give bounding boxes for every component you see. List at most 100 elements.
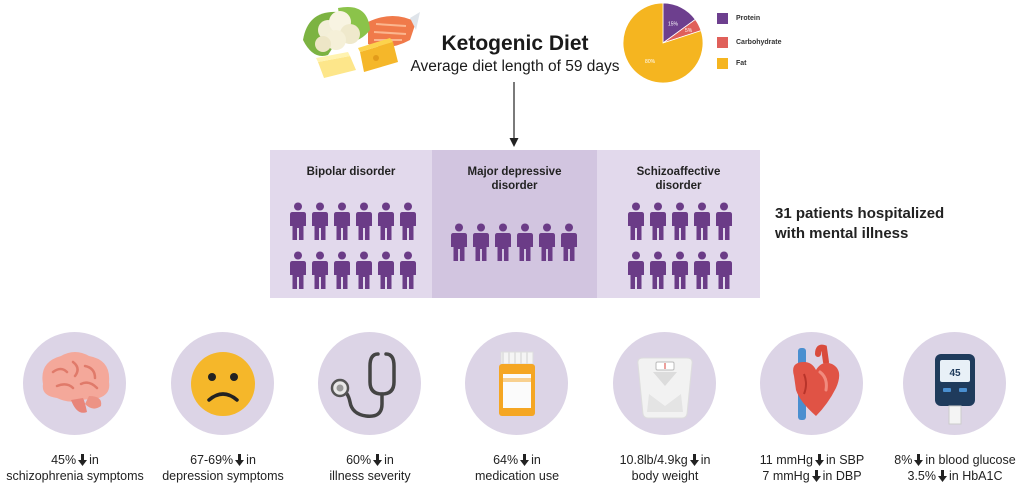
decrease-arrow-icon — [235, 454, 245, 466]
legend-label: Fat — [736, 59, 747, 67]
scale-icon — [637, 357, 693, 419]
patient-group — [287, 202, 419, 300]
person-icon — [672, 251, 688, 289]
outcome-suffix: in — [700, 453, 711, 467]
outcome-label: 45% in schizophrenia symptoms — [0, 452, 160, 484]
person-icon — [290, 251, 306, 289]
outcome-suffix: in — [89, 453, 99, 467]
outcome-description: schizophrenia symptoms — [6, 469, 144, 483]
decrease-arrow-icon — [914, 454, 924, 466]
pill-bottle-icon — [499, 351, 535, 416]
legend-swatch — [717, 12, 728, 24]
brain-icon — [42, 352, 110, 413]
person-icon — [495, 223, 511, 261]
person-icon — [672, 202, 688, 240]
person-icon — [694, 251, 710, 289]
legend-label: Carbohydrate — [736, 38, 782, 46]
decrease-arrow-icon — [78, 454, 88, 466]
panel-bipolar-disorder: Bipolar disorder — [270, 150, 432, 298]
patients-line: 31 patients hospitalized — [775, 205, 945, 222]
outcome-value: 64% — [493, 453, 519, 467]
legend-item-protein: Protein — [717, 12, 760, 24]
outcome-value: 11 mmHg — [759, 453, 814, 467]
person-icon — [334, 202, 350, 240]
macronutrient-pie-chart: 15% 5% 80% — [622, 2, 704, 84]
outcome-suffix: in — [531, 453, 541, 467]
outcome-value: 7 mmHg — [762, 469, 810, 483]
outcome-value: 45% — [51, 453, 77, 467]
person-icon — [312, 202, 328, 240]
patients-line: with mental illness — [775, 225, 909, 242]
legend-item-fat: Fat — [717, 57, 747, 69]
decrease-arrow-icon — [815, 454, 825, 466]
outcome-value: 3.5% — [907, 469, 937, 483]
person-icon — [517, 223, 533, 261]
person-icon — [628, 202, 644, 240]
person-icon — [356, 202, 372, 240]
outcome-description: body weight — [631, 469, 699, 483]
outcome-value: 10.8lb/4.9kg — [619, 453, 688, 467]
outcome-suffix: in DBP — [822, 469, 862, 483]
panel-title: Bipolar disorder — [270, 165, 432, 179]
pie-slice-fat — [622, 2, 704, 84]
person-icon — [378, 202, 394, 240]
page-title: Ketogenic Diet — [441, 32, 589, 55]
legend-swatch — [717, 57, 728, 69]
outcome-description: illness severity — [329, 469, 411, 483]
person-icon — [312, 251, 328, 289]
patient-group — [448, 223, 588, 272]
outcome-description: medication use — [474, 469, 560, 483]
patients-summary: 31 patients hospitalized with mental ill… — [775, 204, 975, 244]
decrease-arrow-icon — [520, 454, 530, 466]
outcome-circle: 45 — [903, 332, 1006, 435]
outcome-value: 60% — [346, 453, 372, 467]
disorder-panels: Bipolar disorder Major depressive disord… — [270, 150, 760, 298]
panel-major-depressive-disorder: Major depressive disorder — [432, 150, 597, 298]
page-subtitle: Average diet length of 59 days — [410, 58, 620, 75]
person-icon — [539, 223, 555, 261]
person-icon — [561, 223, 577, 261]
sad-face-icon — [191, 352, 255, 416]
outcome-circle — [760, 332, 863, 435]
panel-title: Schizoaffective disorder — [597, 165, 760, 193]
food-plate-icon — [303, 6, 420, 78]
pie-slice-label: 5% — [685, 28, 693, 34]
pie-slice-label: 80% — [645, 59, 656, 65]
decrease-arrow-icon — [811, 470, 821, 482]
panel-schizoaffective-disorder: Schizoaffective disorder — [597, 150, 760, 298]
outcome-value: 8% — [894, 453, 913, 467]
stethoscope-icon — [330, 352, 396, 418]
person-icon — [628, 251, 644, 289]
outcome-circle — [23, 332, 126, 435]
panel-title-line: Major depressive — [467, 166, 562, 178]
person-icon — [694, 202, 710, 240]
panel-title-line: Bipolar disorder — [306, 166, 396, 178]
outcome-suffix: in — [384, 453, 394, 467]
outcome-label: 67-69% in depression symptoms — [138, 452, 308, 484]
outcome-circle — [171, 332, 274, 435]
panel-title-line: disorder — [491, 180, 538, 192]
glucose-meter-icon: 45 — [935, 354, 975, 425]
outcome-label: 8% in blood glucose 3.5% in HbA1C — [870, 452, 1024, 484]
patient-group — [625, 202, 737, 300]
pie-slice-label: 15% — [668, 21, 679, 27]
person-icon — [334, 251, 350, 289]
legend-swatch — [717, 36, 728, 48]
person-icon — [451, 223, 467, 261]
person-icon — [650, 251, 666, 289]
person-icon — [650, 202, 666, 240]
legend-label: Protein — [736, 14, 761, 22]
person-icon — [290, 202, 306, 240]
outcome-label: 10.8lb/4.9kg in body weight — [580, 452, 750, 484]
decrease-arrow-icon — [373, 454, 383, 466]
heart-icon — [793, 344, 840, 420]
panel-title: Major depressive disorder — [432, 165, 597, 193]
panel-title-line: disorder — [655, 180, 702, 192]
outcome-label: 64% in medication use — [432, 452, 602, 484]
outcome-circle — [318, 332, 421, 435]
person-icon — [400, 251, 416, 289]
person-icon — [473, 223, 489, 261]
outcome-circle — [465, 332, 568, 435]
outcome-value: 67-69% — [190, 453, 234, 467]
person-icon — [716, 251, 732, 289]
